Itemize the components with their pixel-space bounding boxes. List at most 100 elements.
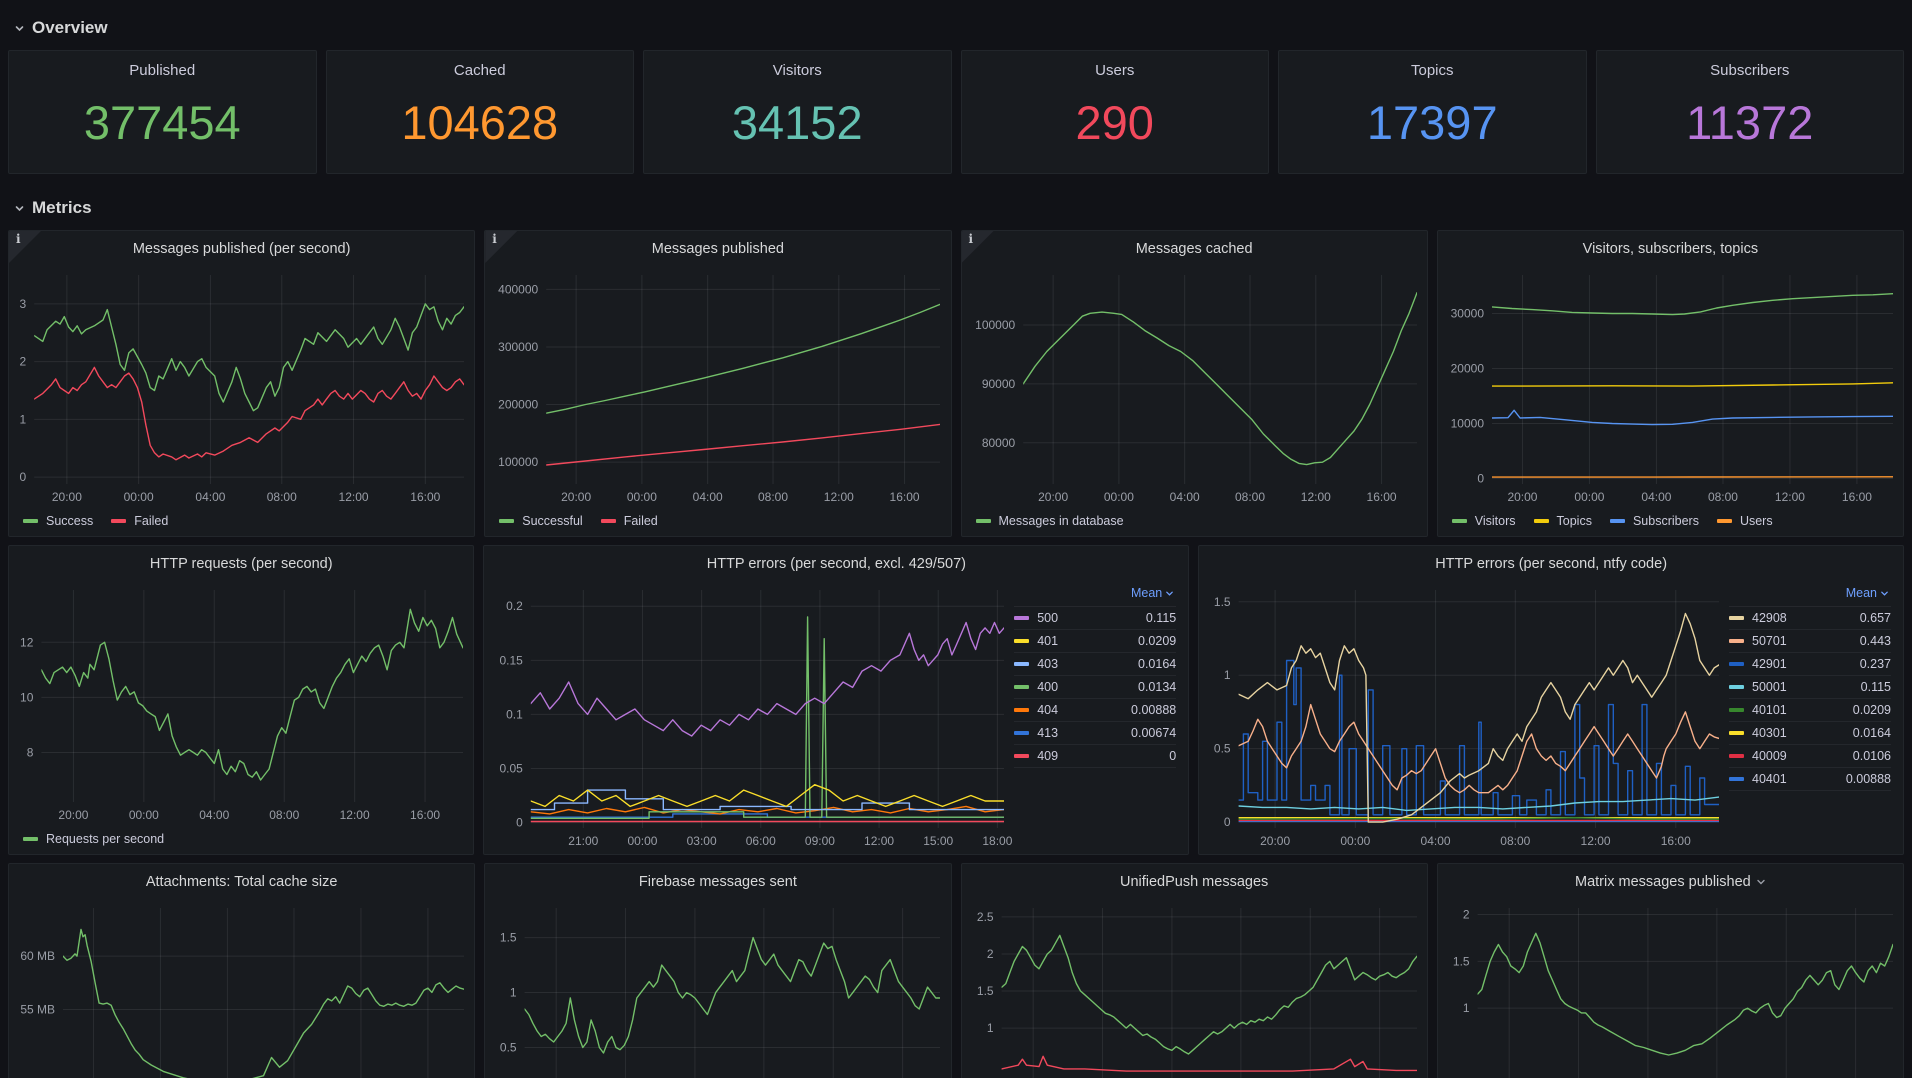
legend-row[interactable]: 409 0	[1014, 745, 1177, 768]
section-header-overview[interactable]: Overview	[8, 6, 1904, 50]
svg-text:0.5: 0.5	[500, 1040, 517, 1054]
svg-text:04:00: 04:00	[195, 490, 225, 504]
svg-text:12:00: 12:00	[1581, 834, 1611, 848]
svg-text:16:00: 16:00	[1366, 490, 1396, 504]
chart-plot[interactable]: 0 1 2 3 20:00 00:00 04:00 08:00 12:00 16:00	[9, 267, 474, 510]
svg-text:20:00: 20:00	[1038, 490, 1068, 504]
panel-header[interactable]: Visitors, subscribers, topics	[1438, 231, 1903, 267]
chart-plot[interactable]: 0 10000 20000 30000 20:00 00:00 04:00 08:00 12:0…	[1438, 267, 1903, 510]
svg-text:04:00: 04:00	[1421, 834, 1451, 848]
legend-row[interactable]: 404 0.00888	[1014, 699, 1177, 722]
svg-text:2: 2	[1463, 908, 1470, 922]
svg-text:0: 0	[517, 816, 524, 830]
legend-item[interactable]: Topics	[1533, 514, 1592, 528]
svg-text:08:00: 08:00	[1708, 490, 1738, 504]
legend-label: Successful	[522, 514, 583, 528]
panel-header[interactable]: HTTP errors (per second, ntfy code)	[1199, 546, 1903, 582]
panel-header[interactable]: Firebase messages sent	[485, 864, 950, 900]
legend-row[interactable]: 50701 0.443	[1729, 630, 1891, 653]
panel-header[interactable]: HTTP requests (per second)	[9, 546, 473, 582]
svg-text:3: 3	[20, 297, 27, 311]
legend-swatch	[23, 837, 38, 841]
chart-plot[interactable]: 8 10 12 20:00 00:00 04:00 08:00 12:00 16:00	[9, 582, 473, 828]
legend-swatch	[1014, 685, 1030, 689]
legend-row[interactable]: 40301 0.0164	[1729, 722, 1891, 745]
chart-body: 80000 90000 100000 20:00 00:00 04:00 08:00 12:0…	[962, 267, 1427, 510]
panel-header[interactable]: UnifiedPush messages	[962, 864, 1427, 900]
legend-item[interactable]: Successful	[499, 514, 583, 528]
legend-sort-mean[interactable]: Mean	[1014, 582, 1177, 607]
legend-row[interactable]: 40101 0.0209	[1729, 699, 1891, 722]
svg-text:20:00: 20:00	[561, 490, 591, 504]
stat-value: 34152	[731, 95, 863, 149]
legend-row[interactable]: 40401 0.00888	[1729, 768, 1891, 791]
svg-text:0.05: 0.05	[500, 762, 524, 776]
legend-label: Messages in database	[998, 514, 1124, 528]
legend-series-name: 40301	[1752, 726, 1787, 740]
legend-swatch	[1729, 685, 1744, 689]
legend-label: Users	[1739, 514, 1773, 528]
legend-item[interactable]: Failed	[111, 514, 168, 528]
legend-item[interactable]: Messages in database	[975, 514, 1124, 528]
legend-item[interactable]: Visitors	[1451, 514, 1516, 528]
panel-header[interactable]: Matrix messages published	[1438, 864, 1903, 900]
legend-row[interactable]: 400 0.0134	[1014, 676, 1177, 699]
chart-plot[interactable]: 80000 90000 100000 20:00 00:00 04:00 08:00 12:0…	[962, 267, 1427, 510]
legend-row[interactable]: 42908 0.657	[1729, 607, 1891, 630]
svg-text:16:00: 16:00	[410, 808, 440, 822]
panel-header[interactable]: HTTP errors (per second, excl. 429/507)	[484, 546, 1188, 582]
stat-panel: Subscribers 11372	[1595, 50, 1904, 174]
legend-row[interactable]: 413 0.00674	[1014, 722, 1177, 745]
svg-text:15:00: 15:00	[924, 834, 954, 848]
chart-panel: HTTP errors (per second, excl. 429/507) …	[483, 545, 1190, 855]
section-header-metrics[interactable]: Metrics	[8, 186, 1904, 230]
charts-row: Attachments: Total cache size 55 MB 60 MB…	[8, 863, 1904, 1078]
chart-plot[interactable]: 0 0.05 0.1 0.15 0.2 21:00 00:00 03:00 06:00 09:00…	[484, 582, 1014, 854]
panel-header[interactable]: Attachments: Total cache size	[9, 864, 474, 900]
chart-plot[interactable]: 100000 200000 300000 400000 20:00 00:00 04:00 0…	[485, 267, 950, 510]
svg-text:12:00: 12:00	[1775, 490, 1805, 504]
legend-mean-value: 0.00674	[1131, 726, 1177, 740]
legend-swatch	[23, 519, 38, 523]
legend-sort-mean[interactable]: Mean	[1729, 582, 1891, 607]
legend-row[interactable]: 50001 0.115	[1729, 676, 1891, 699]
legend-row[interactable]: 42901 0.237	[1729, 653, 1891, 676]
svg-text:55 MB: 55 MB	[20, 1002, 55, 1016]
panel-header[interactable]: Messages cached	[962, 231, 1427, 267]
chart-panel: HTTP errors (per second, ntfy code) 0 0.5…	[1198, 545, 1904, 855]
legend-item[interactable]: Failed	[600, 514, 658, 528]
svg-text:06:00: 06:00	[746, 834, 776, 848]
legend-item[interactable]: Users	[1716, 514, 1773, 528]
stat-title: Users	[1095, 62, 1135, 79]
legend-swatch	[1729, 708, 1744, 712]
legend-series-name: 50701	[1752, 634, 1787, 648]
legend-row[interactable]: 40009 0.0106	[1729, 745, 1891, 768]
stat-title: Subscribers	[1710, 62, 1790, 79]
stat-title: Cached	[453, 62, 506, 79]
legend-row[interactable]: 403 0.0164	[1014, 653, 1177, 676]
legend-row[interactable]: 500 0.115	[1014, 607, 1177, 630]
panel-header[interactable]: Messages published (per second)	[9, 231, 474, 267]
legend-item[interactable]: Success	[23, 514, 93, 528]
chevron-down-icon	[1757, 879, 1765, 885]
svg-text:1.5: 1.5	[976, 984, 993, 998]
legend-item[interactable]: Requests per second	[23, 832, 164, 846]
legend-item[interactable]: Subscribers	[1609, 514, 1699, 528]
chevron-down-icon	[1166, 591, 1174, 596]
legend-swatch	[1729, 662, 1744, 666]
chart-panel: Matrix messages published 11.5220:0000:0…	[1436, 863, 1904, 1078]
svg-text:1: 1	[510, 986, 517, 1000]
legend-row[interactable]: 401 0.0209	[1014, 630, 1177, 653]
stat-title: Topics	[1410, 62, 1454, 79]
legend-series-name: 40009	[1752, 749, 1787, 763]
legend-label: Failed	[134, 514, 169, 528]
chart-plot[interactable]: 0 0.5 1 1.5 20:00 00:00 04:00 08:00 12:00 16:00	[1199, 582, 1729, 854]
panel-header[interactable]: Messages published	[485, 231, 950, 267]
svg-text:12:00: 12:00	[865, 834, 895, 848]
svg-text:12:00: 12:00	[1300, 490, 1330, 504]
svg-text:300000: 300000	[498, 340, 538, 354]
